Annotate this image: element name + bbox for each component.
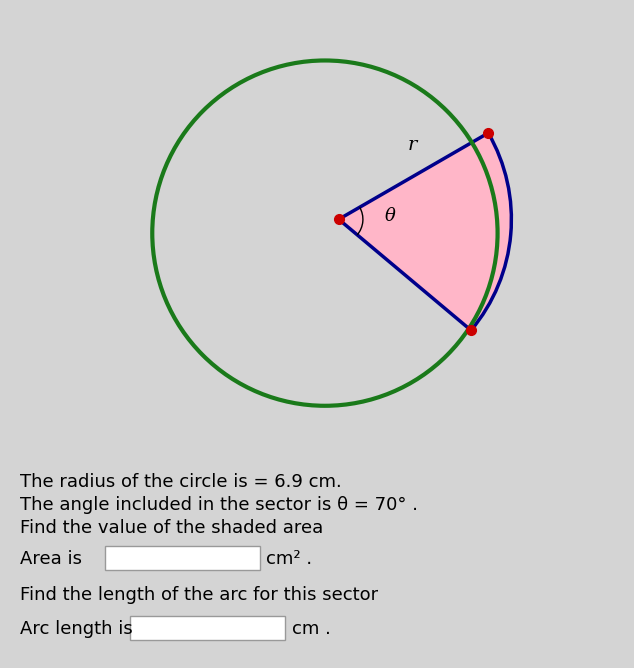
Text: Find the length of the arc for this sector: Find the length of the arc for this sect… <box>20 586 378 604</box>
Text: cm .: cm . <box>292 620 331 638</box>
Text: Arc length is: Arc length is <box>20 620 133 638</box>
Text: r: r <box>408 136 417 154</box>
Text: The angle included in the sector is θ = 70° .: The angle included in the sector is θ = … <box>20 496 418 514</box>
Text: The radius of the circle is = 6.9 cm.: The radius of the circle is = 6.9 cm. <box>20 473 342 490</box>
Text: Area is: Area is <box>20 550 82 568</box>
Text: cm² .: cm² . <box>266 550 312 568</box>
FancyBboxPatch shape <box>105 546 260 570</box>
Text: Find the value of the shaded area: Find the value of the shaded area <box>20 518 323 536</box>
Ellipse shape <box>51 212 99 236</box>
FancyBboxPatch shape <box>130 616 285 640</box>
Wedge shape <box>339 133 512 330</box>
Text: θ: θ <box>385 206 396 224</box>
